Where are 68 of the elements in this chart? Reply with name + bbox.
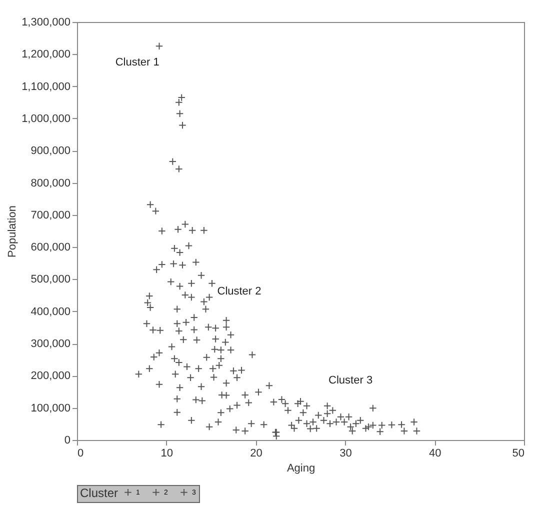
point xyxy=(344,412,353,421)
point xyxy=(332,418,340,426)
point xyxy=(254,388,262,396)
y-tick-label: 1,100,000 xyxy=(22,80,70,93)
point xyxy=(369,404,377,412)
annotation: Cluster 2 xyxy=(217,286,262,298)
x-tick-label: 30 xyxy=(340,448,352,460)
y-axis-title: Population xyxy=(6,206,19,258)
point xyxy=(376,428,384,436)
point xyxy=(346,422,354,431)
legend-title: Cluster xyxy=(80,486,118,500)
point xyxy=(352,420,360,428)
y-tick-label: 700,000 xyxy=(30,209,70,222)
y-tick-label: 900,000 xyxy=(30,145,70,158)
point xyxy=(400,427,408,435)
y-tick-label: 400,000 xyxy=(30,306,70,318)
y-tick-label: 500,000 xyxy=(30,274,70,286)
point xyxy=(175,98,183,106)
x-tick-label: 0 xyxy=(78,448,84,460)
point xyxy=(302,402,311,410)
y-tick-label: 1,200,000 xyxy=(22,48,70,61)
x-tick-label: 40 xyxy=(428,448,442,460)
y-tick-label: 600,000 xyxy=(30,242,70,254)
point xyxy=(312,424,320,432)
point xyxy=(378,421,386,430)
point xyxy=(356,416,364,424)
y-tick-label: 200,000 xyxy=(30,370,70,382)
point xyxy=(290,424,298,432)
x-tick-label: 20 xyxy=(250,448,262,460)
point xyxy=(175,165,183,173)
point xyxy=(176,110,184,118)
y-tick-label: 300,000 xyxy=(30,338,70,350)
point xyxy=(155,42,164,50)
point xyxy=(412,427,421,435)
y-tick-label: 100,000 xyxy=(30,402,70,414)
point xyxy=(294,416,303,424)
point xyxy=(369,421,377,430)
y-tick-label: 0 xyxy=(64,434,70,446)
point xyxy=(152,207,160,215)
point xyxy=(388,421,396,429)
x-tick-label: 10 xyxy=(160,448,174,460)
point xyxy=(272,432,280,440)
point xyxy=(398,420,406,428)
point xyxy=(168,158,177,166)
y-tick-label: 1,300,000 xyxy=(22,16,70,28)
point xyxy=(178,121,186,130)
point xyxy=(362,424,370,432)
point xyxy=(364,422,372,431)
point xyxy=(296,398,304,406)
point xyxy=(323,410,332,418)
point xyxy=(410,418,418,426)
point xyxy=(309,418,317,426)
point xyxy=(270,398,278,406)
point xyxy=(281,400,290,408)
y-tick-label: 1,000,000 xyxy=(22,112,70,125)
point xyxy=(299,408,308,417)
point xyxy=(288,421,296,430)
point xyxy=(146,200,154,208)
point xyxy=(260,420,268,428)
point xyxy=(284,406,292,414)
x-tick-label: 50 xyxy=(512,448,524,460)
point xyxy=(265,382,274,390)
x-axis-title: Aging xyxy=(286,462,316,474)
point xyxy=(294,400,302,408)
annotation: Cluster 3 xyxy=(328,374,373,387)
annotation: Cluster 1 xyxy=(115,56,160,69)
point xyxy=(178,94,186,102)
y-tick-label: 800,000 xyxy=(30,177,70,190)
